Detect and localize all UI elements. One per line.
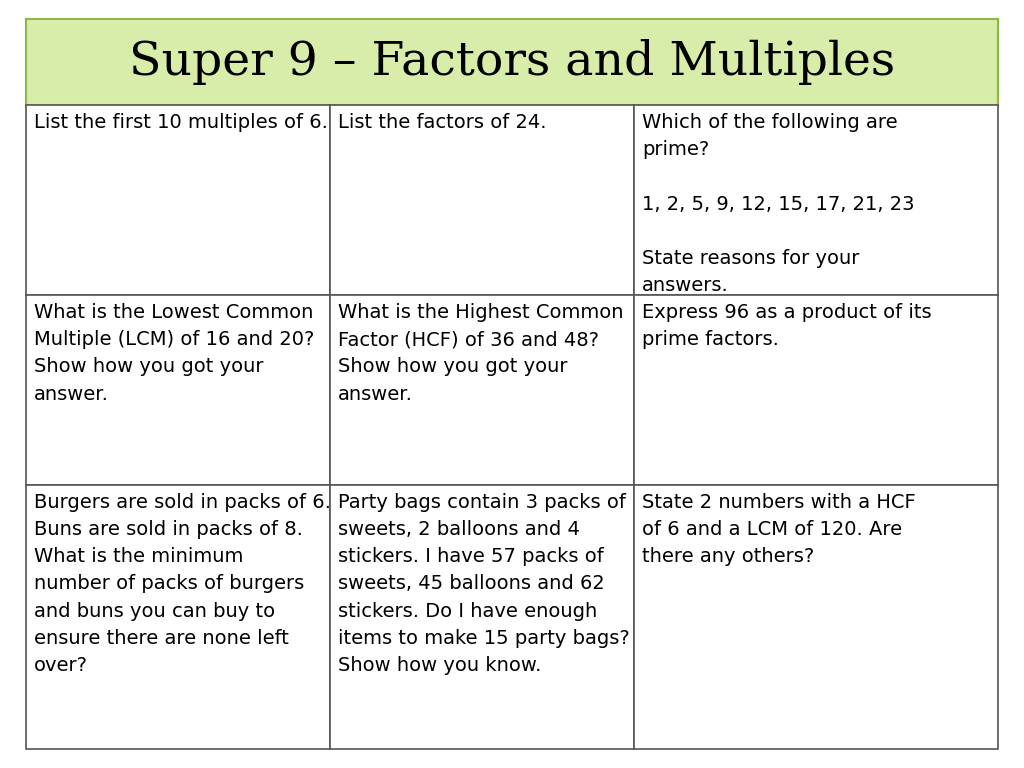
FancyBboxPatch shape xyxy=(26,19,998,105)
Text: What is the Highest Common
Factor (HCF) of 36 and 48?
Show how you got your
answ: What is the Highest Common Factor (HCF) … xyxy=(338,303,624,403)
Bar xyxy=(634,485,998,749)
Bar xyxy=(330,295,634,485)
Text: State 2 numbers with a HCF
of 6 and a LCM of 120. Are
there any others?: State 2 numbers with a HCF of 6 and a LC… xyxy=(642,492,915,566)
Text: Party bags contain 3 packs of
sweets, 2 balloons and 4
stickers. I have 57 packs: Party bags contain 3 packs of sweets, 2 … xyxy=(338,492,630,675)
Bar xyxy=(330,105,634,295)
Bar xyxy=(330,485,634,749)
Text: Burgers are sold in packs of 6.
Buns are sold in packs of 8.
What is the minimum: Burgers are sold in packs of 6. Buns are… xyxy=(34,492,331,675)
Text: Express 96 as a product of its
prime factors.: Express 96 as a product of its prime fac… xyxy=(642,303,932,349)
Bar xyxy=(26,105,330,295)
Text: Super 9 – Factors and Multiples: Super 9 – Factors and Multiples xyxy=(129,39,895,85)
Text: List the first 10 multiples of 6.: List the first 10 multiples of 6. xyxy=(34,113,328,132)
Bar xyxy=(634,105,998,295)
Text: What is the Lowest Common
Multiple (LCM) of 16 and 20?
Show how you got your
ans: What is the Lowest Common Multiple (LCM)… xyxy=(34,303,314,403)
Bar xyxy=(634,295,998,485)
Bar xyxy=(26,295,330,485)
Bar xyxy=(26,485,330,749)
Text: Which of the following are
prime?

1, 2, 5, 9, 12, 15, 17, 21, 23

State reasons: Which of the following are prime? 1, 2, … xyxy=(642,113,914,296)
Text: List the factors of 24.: List the factors of 24. xyxy=(338,113,546,132)
